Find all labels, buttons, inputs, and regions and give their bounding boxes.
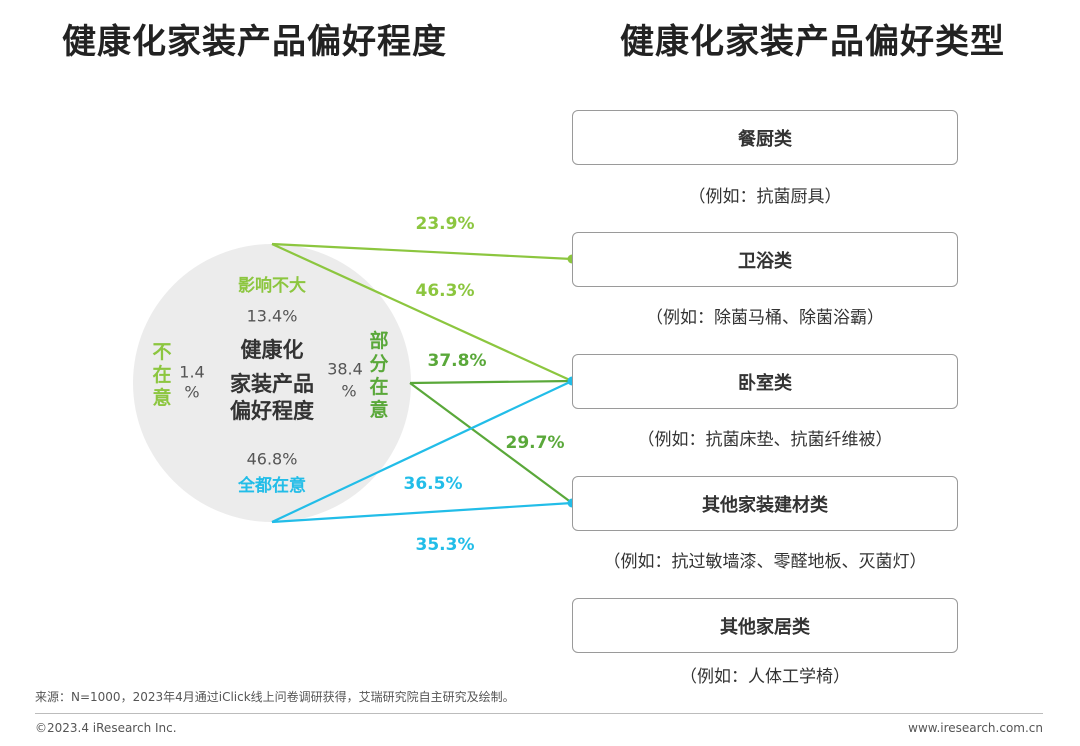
category-box-bathroom: 卫浴类 (572, 232, 958, 287)
category-example-building-materials: （例如：抗过敏墙漆、零醛地板、灭菌灯） (603, 552, 927, 572)
category-example-kitchen: （例如：抗菌厨具） (688, 187, 842, 207)
slice-label-all: 全都在意 (237, 475, 306, 496)
flow-value-label: 46.3% (416, 281, 475, 301)
flow-line (271, 242, 573, 383)
category-example-furniture: （例如：人体工学椅） (680, 667, 850, 687)
right-title: 健康化家装产品偏好类型 (620, 22, 1005, 62)
category-example-bathroom: （例如：除菌马桶、除菌浴霸） (646, 308, 884, 328)
flow-line (271, 380, 573, 523)
center-label-line: 家装产品 (230, 372, 314, 396)
flow-value-label: 36.5% (404, 474, 463, 494)
flow-line (271, 501, 573, 524)
slice-label-partial: 意 (369, 398, 388, 421)
slice-value-all: 46.8% (247, 450, 298, 469)
copyright: ©2023.4 iResearch Inc. (35, 721, 177, 735)
slice-label-partial: 在 (369, 375, 388, 398)
flow-value-label: 37.8% (428, 351, 487, 371)
category-example-bedroom: （例如：抗菌床垫、抗菌纤维被） (637, 430, 893, 450)
pie-circle (133, 244, 411, 522)
slice-value-partial-unit: % (341, 382, 356, 401)
slice-label-partial: 部 (369, 329, 388, 352)
center-label-line: 偏好程度 (230, 399, 314, 423)
flow-value-label: 35.3% (416, 535, 475, 555)
slice-label-influence: 影响不大 (238, 275, 306, 296)
center-label-line: 健康化 (241, 338, 304, 362)
flow-value-label: 29.7% (506, 433, 565, 453)
website-link[interactable]: www.iresearch.com.cn (908, 721, 1043, 735)
slice-value-influence: 13.4% (247, 307, 298, 326)
category-box-bedroom: 卧室类 (572, 354, 958, 409)
source-note: 来源：N=1000，2023年4月通过iClick线上问卷调研获得，艾瑞研究院自… (35, 690, 515, 704)
slice-value-partial: 38.4 (327, 360, 363, 379)
slice-value-none: 1.4 (179, 363, 204, 382)
slice-label-none: 意 (152, 386, 171, 409)
slice-value-none-unit: % (184, 383, 199, 402)
category-box-kitchen: 餐厨类 (572, 110, 958, 165)
category-box-building-materials: 其他家装建材类 (572, 476, 958, 531)
flow-line (409, 382, 573, 504)
slice-label-none: 不 (152, 341, 171, 363)
flow-line (271, 242, 573, 261)
footer-divider (35, 713, 1043, 714)
slice-label-none: 在 (152, 363, 171, 386)
left-title: 健康化家装产品偏好程度 (62, 22, 447, 62)
flow-line (409, 379, 573, 385)
flow-value-label: 23.9% (416, 214, 475, 234)
category-box-furniture: 其他家居类 (572, 598, 958, 653)
slice-label-partial: 分 (369, 353, 388, 375)
